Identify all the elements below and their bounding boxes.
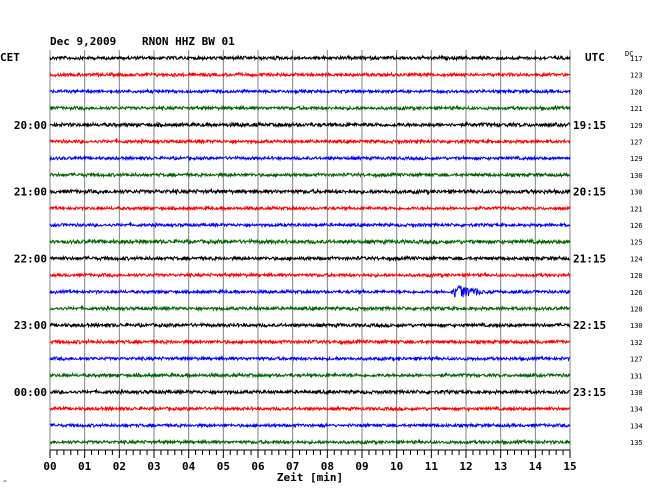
plot-grid bbox=[49, 50, 571, 450]
dc-value-label: 130 bbox=[630, 389, 643, 397]
x-tick-label: 01 bbox=[78, 460, 92, 473]
seismogram-trace bbox=[49, 388, 571, 396]
seismogram-trace bbox=[49, 221, 571, 229]
dc-value-label: 127 bbox=[630, 356, 643, 364]
seismogram-trace bbox=[49, 354, 571, 363]
dc-value-label: 130 bbox=[630, 189, 643, 197]
chart-title-station: RNON HHZ BW 01 bbox=[142, 35, 235, 48]
dc-value-label: 120 bbox=[630, 88, 643, 96]
x-tick-label: 05 bbox=[217, 460, 230, 473]
seismogram-trace bbox=[49, 104, 571, 112]
dc-value-label: 132 bbox=[630, 339, 643, 347]
seismogram-trace bbox=[49, 271, 571, 279]
x-axis-label: Zeit [min] bbox=[277, 471, 343, 484]
dc-value-label: 126 bbox=[630, 289, 643, 297]
x-tick-label: 07 bbox=[286, 460, 299, 473]
seismogram-trace bbox=[49, 171, 571, 179]
seismogram-trace bbox=[49, 438, 571, 446]
right-axis-label: UTC bbox=[585, 51, 605, 64]
seismogram-trace bbox=[49, 137, 571, 145]
seismogram-trace bbox=[49, 120, 571, 129]
dc-value-label: 121 bbox=[630, 105, 643, 113]
dc-value-label: 130 bbox=[630, 322, 643, 330]
x-tick-label: 12 bbox=[459, 460, 472, 473]
utc-time-label: 19:15 bbox=[573, 119, 606, 132]
x-tick-label: 04 bbox=[182, 460, 196, 473]
cet-time-label: 22:00 bbox=[14, 252, 47, 265]
seismogram-trace bbox=[49, 71, 571, 79]
dc-value-label: 134 bbox=[630, 406, 643, 414]
x-tick-label: 11 bbox=[425, 460, 439, 473]
dc-value-label: 124 bbox=[630, 255, 643, 263]
cet-time-label: 23:00 bbox=[14, 319, 47, 332]
x-tick-label: 00 bbox=[43, 460, 56, 473]
seismogram-trace bbox=[49, 371, 571, 379]
seismogram-trace bbox=[49, 405, 571, 413]
x-tick-label: 06 bbox=[251, 460, 265, 473]
dc-value-label: 123 bbox=[630, 72, 643, 80]
dc-value-label: 128 bbox=[630, 306, 643, 314]
seismogram-trace bbox=[49, 237, 571, 246]
left-axis-label: CET bbox=[0, 51, 20, 64]
dc-value-label: 117 bbox=[630, 55, 643, 63]
x-axis: 00 01 02 03 04 05 06 07 08 09 10 11 12 13 14 15 bbox=[43, 449, 577, 473]
dc-value-label: 130 bbox=[630, 172, 643, 180]
seismogram-trace bbox=[49, 54, 571, 62]
seismogram-trace bbox=[49, 321, 571, 329]
cet-time-label: 21:00 bbox=[14, 186, 47, 199]
dc-value-label: 129 bbox=[630, 155, 643, 163]
dc-value-label: 126 bbox=[630, 222, 643, 230]
x-tick-label: 13 bbox=[494, 460, 507, 473]
dc-value-label: 131 bbox=[630, 372, 643, 380]
seismogram-trace bbox=[49, 154, 571, 162]
dc-value-label: 129 bbox=[630, 122, 643, 130]
x-tick-label: 02 bbox=[113, 460, 126, 473]
x-tick-label: 15 bbox=[563, 460, 576, 473]
utc-time-label: 23:15 bbox=[573, 386, 606, 399]
dc-label: DC bbox=[625, 50, 633, 58]
utc-time-label: 21:15 bbox=[573, 252, 606, 265]
x-tick-label: 03 bbox=[147, 460, 160, 473]
seismogram-trace bbox=[49, 304, 571, 313]
x-tick-label: 10 bbox=[390, 460, 403, 473]
seismogram-trace bbox=[49, 187, 571, 196]
dc-value-label: 121 bbox=[630, 205, 643, 213]
seismogram-trace bbox=[49, 338, 571, 346]
utc-time-label: 22:15 bbox=[573, 319, 606, 332]
x-tick-label: 08 bbox=[321, 460, 334, 473]
dc-value-label: 135 bbox=[630, 439, 643, 447]
utc-time-label: 20:15 bbox=[573, 186, 606, 199]
corner-mark: ^ bbox=[3, 480, 7, 487]
x-tick-label: 09 bbox=[355, 460, 368, 473]
seismogram-trace bbox=[49, 421, 571, 429]
time-label-group: 20:00 21:00 22:00 23:00 00:00 19:15 20:15 21:15… bbox=[14, 55, 643, 447]
dc-value-label: 127 bbox=[630, 139, 643, 147]
dc-value-label: 134 bbox=[630, 422, 643, 430]
seismogram-trace bbox=[49, 87, 571, 96]
cet-time-label: 00:00 bbox=[14, 386, 47, 399]
trace-group bbox=[49, 54, 571, 446]
seismogram-trace bbox=[49, 285, 571, 298]
cet-time-label: 20:00 bbox=[14, 119, 47, 132]
x-tick-label: 14 bbox=[529, 460, 543, 473]
dc-value-label: 128 bbox=[630, 272, 643, 280]
chart-title-date: Dec 9,2009 bbox=[50, 35, 116, 48]
dc-value-label: 125 bbox=[630, 239, 643, 247]
seismogram-trace bbox=[49, 254, 571, 263]
seismogram-trace bbox=[49, 204, 571, 212]
